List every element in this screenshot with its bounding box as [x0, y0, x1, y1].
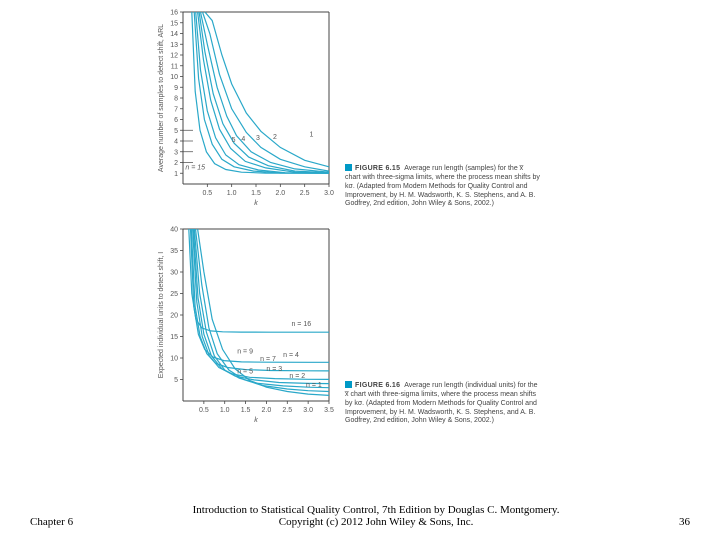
svg-text:4: 4 [241, 136, 245, 143]
svg-text:16: 16 [170, 10, 178, 17]
svg-text:2: 2 [273, 134, 277, 141]
svg-text:3: 3 [256, 135, 260, 142]
svg-text:0.5: 0.5 [199, 407, 209, 414]
svg-text:1: 1 [174, 171, 178, 178]
svg-text:n = 16: n = 16 [291, 321, 311, 328]
svg-text:1.5: 1.5 [251, 190, 261, 197]
svg-text:30: 30 [170, 270, 178, 277]
svg-text:Expected individual units to d: Expected individual units to detect shif… [158, 252, 165, 379]
svg-text:3: 3 [174, 149, 178, 156]
svg-text:2.5: 2.5 [282, 407, 292, 414]
svg-text:1.0: 1.0 [220, 407, 230, 414]
svg-text:2.5: 2.5 [300, 190, 310, 197]
svg-text:n = 3: n = 3 [266, 366, 282, 373]
svg-text:10: 10 [170, 74, 178, 81]
svg-text:40: 40 [170, 227, 178, 234]
svg-text:4: 4 [174, 139, 178, 146]
svg-text:8: 8 [174, 96, 178, 103]
svg-text:2.0: 2.0 [262, 407, 272, 414]
svg-text:7: 7 [174, 106, 178, 113]
book-credit-line2: Copyright (c) 2012 John Wiley & Sons, In… [279, 516, 474, 528]
svg-text:13: 13 [170, 42, 178, 49]
figure-616-chart: 0.5 1.0 1.5 2.0 2.5 3.0 3.5 5 10 15 20 25 30 35 40 k Exp… [155, 225, 335, 430]
svg-text:0.5: 0.5 [202, 190, 212, 197]
figure-615-number: FIGURE 6.15 [355, 165, 400, 172]
svg-text:5: 5 [174, 128, 178, 135]
book-credit-line1: Introduction to Statistical Quality Cont… [193, 504, 560, 516]
svg-text:12: 12 [170, 53, 178, 60]
svg-text:k: k [254, 417, 258, 424]
figure-616-caption: FIGURE 6.16 Average run length (individu… [345, 381, 540, 430]
book-credit: Introduction to Statistical Quality Cont… [73, 504, 679, 528]
svg-text:5: 5 [232, 137, 236, 144]
svg-text:n = 4: n = 4 [283, 352, 299, 359]
footer: Chapter 6 Introduction to Statistical Qu… [0, 504, 720, 528]
svg-text:9: 9 [174, 85, 178, 92]
figure-615-caption: FIGURE 6.15 Average run length (samples)… [345, 164, 540, 213]
svg-text:1.5: 1.5 [241, 407, 251, 414]
svg-text:1: 1 [310, 132, 314, 139]
svg-text:Average number of samples to d: Average number of samples to detect shif… [158, 24, 165, 172]
svg-text:n = 7: n = 7 [260, 356, 276, 363]
figure-616-row: 0.5 1.0 1.5 2.0 2.5 3.0 3.5 5 10 15 20 25 30 35 40 k Exp… [155, 225, 540, 430]
chapter-label: Chapter 6 [30, 516, 73, 528]
svg-text:35: 35 [170, 248, 178, 255]
svg-text:k: k [254, 200, 258, 207]
figure-616-number: FIGURE 6.16 [355, 382, 400, 389]
svg-text:3.0: 3.0 [303, 407, 313, 414]
chart-616-svg: 0.5 1.0 1.5 2.0 2.5 3.0 3.5 5 10 15 20 25 30 35 40 k Exp… [155, 225, 335, 425]
chart-615-svg: 0.51.01.52.02.53.01234567891011121314151… [155, 8, 335, 208]
figure-615-chart: 0.51.01.52.02.53.01234567891011121314151… [155, 8, 335, 213]
svg-text:11: 11 [171, 63, 178, 70]
svg-text:15: 15 [170, 20, 178, 27]
page-number: 36 [679, 516, 690, 528]
svg-text:14: 14 [170, 31, 178, 38]
svg-text:15: 15 [170, 334, 178, 341]
svg-text:n = 9: n = 9 [237, 349, 253, 356]
square-icon [345, 381, 352, 388]
figure-615-row: 0.51.01.52.02.53.01234567891011121314151… [155, 8, 540, 213]
square-icon [345, 164, 352, 171]
svg-text:2: 2 [174, 160, 178, 167]
svg-text:n = 1: n = 1 [306, 382, 322, 389]
svg-text:10: 10 [170, 356, 178, 363]
svg-text:3.0: 3.0 [324, 190, 334, 197]
svg-text:1.0: 1.0 [227, 190, 237, 197]
slide-page: 0.51.01.52.02.53.01234567891011121314151… [0, 0, 720, 540]
svg-text:20: 20 [170, 313, 178, 320]
svg-text:n = 5: n = 5 [237, 368, 253, 375]
svg-text:2.0: 2.0 [275, 190, 285, 197]
svg-text:25: 25 [170, 291, 178, 298]
svg-text:6: 6 [174, 117, 178, 124]
svg-text:3.5: 3.5 [324, 407, 334, 414]
svg-text:n = 2: n = 2 [289, 373, 305, 380]
svg-text:5: 5 [174, 377, 178, 384]
svg-text:n = 15: n = 15 [185, 164, 205, 171]
